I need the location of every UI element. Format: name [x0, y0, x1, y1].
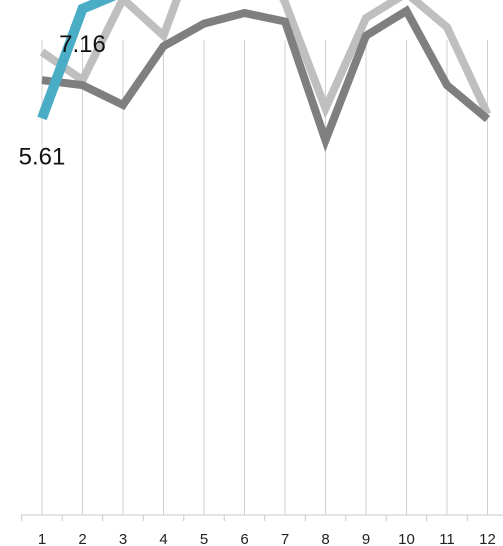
x-tick-labels: 1 2 3 4 5 6 7 8 9 10 11 12 [38, 531, 496, 546]
x-tick-label: 7 [281, 531, 289, 546]
vertical-gridlines [41, 40, 488, 515]
x-tick-label: 3 [119, 531, 127, 546]
series-lines [37, 0, 492, 152]
x-tick-label: 8 [321, 531, 329, 546]
x-tick-label: 5 [200, 531, 208, 546]
x-tick-label: 11 [439, 531, 455, 546]
series-line-1 [39, 0, 492, 119]
x-tick-label: 12 [479, 531, 496, 546]
x-tick-label: 6 [240, 531, 248, 546]
data-label: 5.61 [19, 143, 66, 170]
series-line-2 [41, 5, 491, 152]
x-tick-label: 10 [398, 531, 415, 546]
x-tick-label: 9 [362, 531, 370, 546]
x-axis [21, 514, 503, 521]
x-tick-label: 2 [78, 531, 86, 546]
data-labels: 5.617.167.4 [19, 31, 106, 171]
series-line-3 [37, 0, 117, 121]
x-tick-label: 4 [159, 531, 167, 546]
data-label: 7.16 [59, 31, 106, 58]
x-tick-label: 1 [38, 531, 46, 546]
